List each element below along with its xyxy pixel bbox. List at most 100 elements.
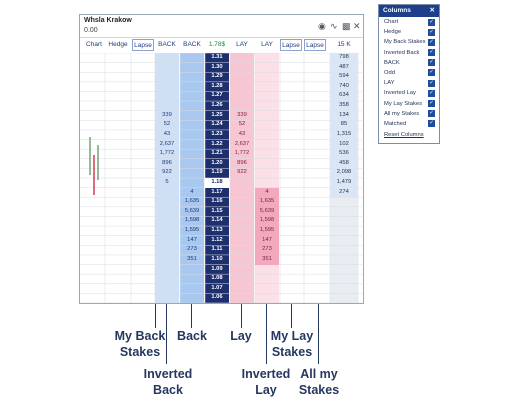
header-back-1[interactable]: BACK — [158, 41, 176, 48]
lay-cell — [230, 82, 254, 92]
column-toggle-item[interactable]: Hedge ✓ — [379, 27, 439, 37]
header-lapse-left[interactable]: Lapse — [132, 39, 154, 51]
prices-cell: 1.06 — [211, 294, 223, 301]
header-lay-1[interactable]: LAY — [236, 41, 248, 48]
my_lay-cell — [255, 178, 279, 188]
lay-cell — [230, 265, 254, 275]
my_back-cell — [155, 236, 179, 246]
checkbox-checked-icon[interactable]: ✓ — [428, 120, 435, 128]
lay-cell — [230, 245, 254, 255]
lay-cell — [230, 101, 254, 111]
my_lay-cell: 147 — [255, 235, 279, 246]
my_back-cell: 339 — [162, 111, 172, 118]
matched-cell: 487 — [330, 62, 358, 73]
lay-cell — [230, 255, 254, 265]
column-toggle-item[interactable]: My Lay Stakes ✓ — [379, 99, 439, 109]
lay-cell — [230, 226, 254, 236]
prices-cell: 1.24 — [211, 121, 223, 128]
prices-cell: 1.13 — [211, 227, 223, 234]
column-toggle-label: All my Stakes — [384, 110, 420, 117]
checkbox-checked-icon[interactable]: ✓ — [428, 69, 435, 77]
my_lay-cell — [255, 72, 279, 82]
inv_back-cell — [180, 140, 204, 150]
inv_back-cell — [180, 274, 204, 284]
ladder-window: Whsla Krakow 0.00 ◉ ∿ ▩ ✕ Chart Hedge La… — [79, 14, 365, 304]
prices-cell: 1.28 — [211, 82, 223, 89]
my_lay-cell — [255, 82, 279, 92]
prices-cell: 1.14 — [211, 217, 223, 224]
column-toggle-item[interactable]: Inverted Lay ✓ — [379, 88, 439, 98]
panel-close-icon[interactable]: ✕ — [429, 7, 435, 14]
inv_back-cell: 4 — [190, 188, 194, 195]
my_back-cell — [155, 91, 179, 101]
my_lay-cell — [255, 63, 279, 73]
col-inverted-back[interactable]: 4 1,635 5,639 1,598 1,595 147 273 351 — [180, 53, 204, 303]
my_back-cell — [155, 101, 179, 111]
window-header: Whsla Krakow 0.00 ◉ ∿ ▩ ✕ — [80, 15, 363, 38]
prices-cell: 1.26 — [211, 102, 223, 109]
column-toggle-item[interactable]: Odd ✓ — [379, 68, 439, 78]
column-toggle-item[interactable]: My Back Stakes ✓ — [379, 37, 439, 47]
my_back-cell — [155, 284, 179, 294]
checkbox-checked-icon[interactable]: ✓ — [428, 110, 435, 118]
inv_back-cell: 1,635 — [184, 198, 200, 205]
col-lay[interactable]: 339 52 43 2,637 1,772 896 922 — [230, 53, 254, 303]
label-inverted-lay: Inverted Lay — [241, 367, 291, 397]
column-toggle-item[interactable]: Inverted Back ✓ — [379, 48, 439, 58]
prices-cell: 1.27 — [211, 92, 223, 99]
matched-cell — [330, 236, 358, 246]
my_lay-cell — [255, 149, 279, 159]
header-chart[interactable]: Chart — [86, 41, 102, 48]
checkbox-checked-icon[interactable]: ✓ — [428, 79, 435, 87]
header-price: 1.78$ — [208, 41, 226, 48]
prices-cell: 1.21 — [211, 150, 223, 157]
col-my-lay-stakes[interactable]: 4 1,635 5,639 1,598 1,595 147 273 351 — [255, 53, 279, 303]
column-toggle-item[interactable]: BACK ✓ — [379, 58, 439, 68]
prices-cell: 1.29 — [211, 73, 223, 80]
header-hedge[interactable]: Hedge — [108, 41, 128, 48]
checkbox-checked-icon[interactable]: ✓ — [428, 18, 435, 26]
my_back-cell — [155, 197, 179, 207]
my_back-cell — [155, 226, 179, 236]
column-toggle-item[interactable]: All my Stakes ✓ — [379, 109, 439, 119]
inv_back-cell — [180, 293, 204, 303]
column-toggle-item[interactable]: Matched ✓ — [379, 119, 439, 129]
columns-panel: Columns ✕ Chart ✓ Hedge ✓ My Back Stakes ✓ Inv… — [378, 4, 440, 144]
checkbox-checked-icon[interactable]: ✓ — [428, 49, 435, 57]
column-toggle-label: Inverted Back — [384, 49, 420, 56]
lay-cell — [230, 293, 254, 303]
my_lay-cell — [255, 159, 279, 169]
my_back-cell — [155, 188, 179, 198]
prices-cell: 1.31 — [211, 54, 223, 60]
header-lay-2[interactable]: LAY — [261, 41, 273, 48]
checkbox-checked-icon[interactable]: ✓ — [428, 28, 435, 36]
matched-cell: 2,098 — [330, 168, 358, 178]
checkbox-checked-icon[interactable]: ✓ — [428, 100, 435, 107]
column-toggle-item[interactable]: LAY ✓ — [379, 78, 439, 88]
my_back-cell — [155, 207, 179, 217]
matched-cell — [330, 284, 358, 294]
close-icon[interactable]: ✕ — [353, 21, 361, 31]
my_back-cell — [155, 265, 179, 275]
chart-line-icon[interactable]: ∿ — [330, 21, 338, 31]
checkbox-checked-icon[interactable]: ✓ — [428, 38, 435, 46]
checkbox-checked-icon[interactable]: ✓ — [428, 59, 435, 67]
header-lapse-right-1[interactable]: Lapse — [280, 39, 302, 51]
header-lapse-right-2[interactable]: Lapse — [304, 39, 326, 51]
lay-cell — [230, 207, 254, 217]
eye-icon[interactable]: ◉ — [318, 21, 326, 31]
column-toggle-label: BACK — [384, 59, 400, 66]
header-back-2[interactable]: BACK — [183, 41, 201, 48]
col-my-back-stakes[interactable]: 339 52 43 2,637 1,772 896 922 5 — [155, 53, 179, 303]
column-toggle-label: Odd — [384, 69, 395, 76]
my_lay-cell — [255, 101, 279, 111]
column-toggle-item[interactable]: Chart ✓ — [379, 17, 439, 27]
reset-columns-link[interactable]: Reset Columns — [384, 132, 424, 139]
lay-cell — [230, 284, 254, 294]
checkbox-checked-icon[interactable]: ✓ — [428, 89, 435, 97]
my_back-cell: 2,637 — [159, 140, 175, 147]
my_back-cell — [155, 82, 179, 92]
keyboard-icon[interactable]: ▩ — [342, 21, 351, 31]
column-toggle-label: My Back Stakes — [384, 39, 426, 46]
matched-cell: 134 — [330, 110, 358, 121]
